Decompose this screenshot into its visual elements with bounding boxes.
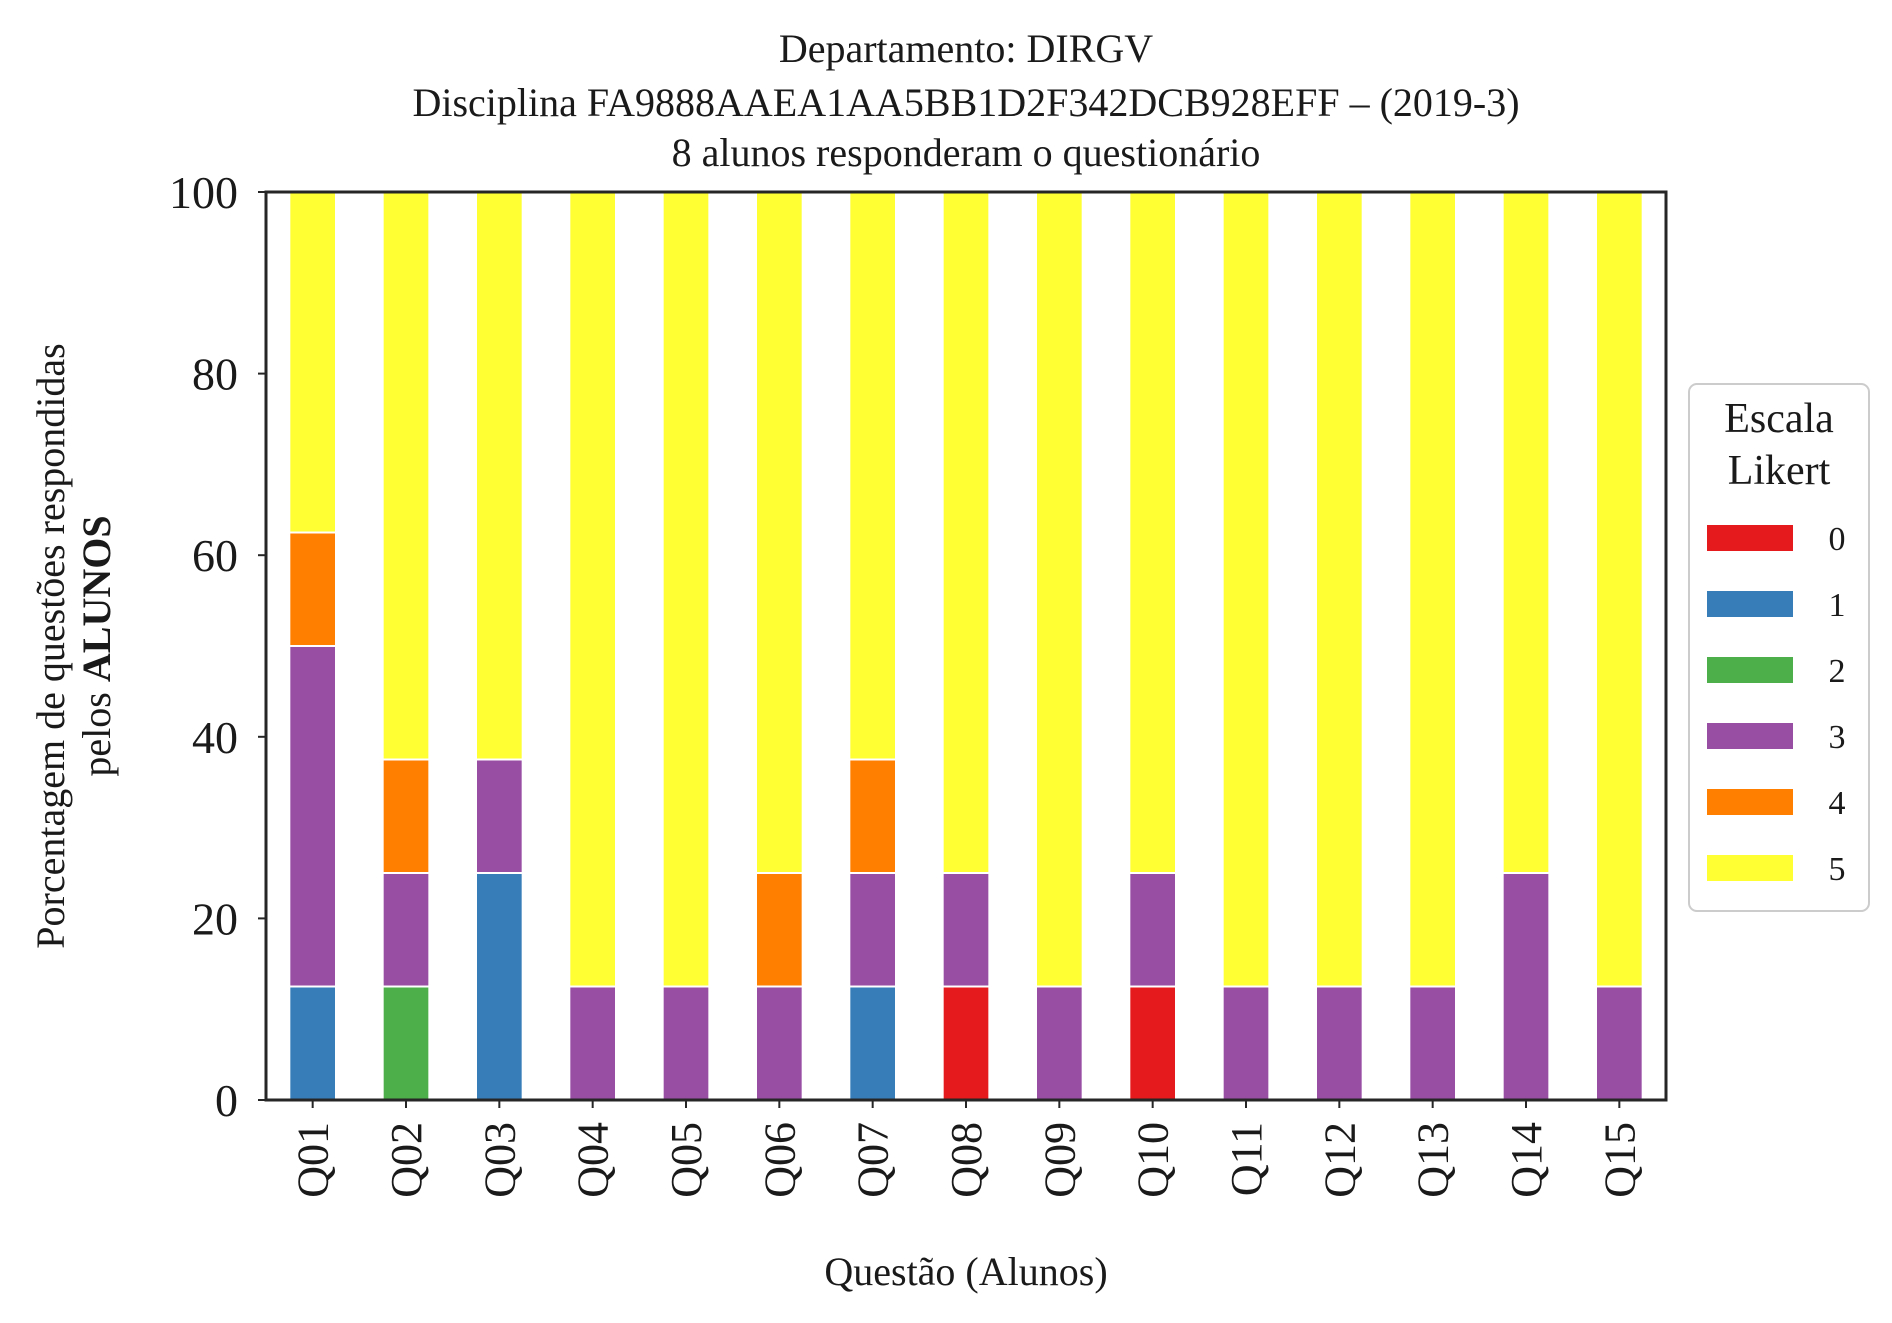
- title-line-2: Disciplina FA9888AAEA1AA5BB1D2F342DCB928…: [412, 80, 1519, 125]
- legend-title-line1: Escala: [1724, 396, 1834, 442]
- x-tick-label: Q06: [755, 1122, 804, 1198]
- bar-q14-likert-5: [1501, 191, 1551, 874]
- bar-q10-likert-3: [1128, 872, 1177, 988]
- bar-q10-likert-0: [1128, 985, 1177, 1101]
- bar-q02-likert-2: [381, 985, 431, 1101]
- legend-label-1: 1: [1829, 587, 1846, 624]
- bar-q04-likert-3: [568, 985, 618, 1101]
- legend-title-line2: Likert: [1728, 448, 1831, 494]
- y-axis-label-line2: pelos ALUNOS: [74, 515, 119, 776]
- x-tick-label: Q15: [1595, 1122, 1644, 1198]
- legend-label-5: 5: [1829, 851, 1846, 888]
- title-line-3: 8 alunos responderam o questionário: [672, 130, 1261, 175]
- legend-label-3: 3: [1829, 719, 1846, 756]
- x-tick-label: Q01: [289, 1122, 338, 1198]
- bar-q04-likert-5: [568, 191, 618, 988]
- bar-q02-likert-3: [381, 872, 431, 988]
- bar-q05-likert-5: [661, 191, 711, 988]
- legend-items: 0 1 2 3 4 5: [1707, 521, 1846, 888]
- y-axis-label-bold: ALUNOS: [74, 515, 119, 682]
- bars: [288, 191, 1644, 1101]
- bar-q09-likert-3: [1035, 985, 1084, 1101]
- x-tick-label: Q11: [1222, 1122, 1271, 1196]
- bar-q01-likert-5: [288, 191, 337, 534]
- legend-label-2: 2: [1829, 653, 1846, 690]
- legend-label-0: 0: [1829, 521, 1846, 558]
- bar-q07-likert-1: [848, 985, 898, 1101]
- bar-q09-likert-5: [1035, 191, 1084, 988]
- bar-q07-likert-4: [848, 758, 898, 874]
- bar-q07-likert-3: [848, 872, 898, 988]
- y-axis-ticks: 0 20 40 60 80 100: [169, 167, 266, 1126]
- bar-q11-likert-3: [1221, 985, 1271, 1101]
- bar-q11-likert-5: [1221, 191, 1271, 988]
- legend-label-4: 4: [1829, 785, 1846, 822]
- bar-q06-likert-4: [755, 872, 804, 988]
- bar-q06-likert-5: [755, 191, 804, 874]
- bar-q10-likert-5: [1128, 191, 1177, 874]
- y-tick-label: 100: [169, 167, 238, 218]
- bar-q01-likert-4: [288, 531, 337, 647]
- chart-title: Departamento: DIRGV Disciplina FA9888AAE…: [412, 26, 1519, 175]
- y-tick-label: 0: [215, 1075, 238, 1126]
- y-axis-label-line1: Porcentagem de questões respondidas: [28, 343, 73, 948]
- x-tick-label: Q02: [382, 1122, 431, 1198]
- legend-swatch-5: [1707, 855, 1793, 881]
- bar-q08-likert-3: [941, 872, 991, 988]
- y-tick-label: 80: [192, 349, 238, 400]
- legend-swatch-3: [1707, 723, 1793, 749]
- y-tick-label: 40: [192, 712, 238, 763]
- bar-q06-likert-3: [755, 985, 804, 1101]
- x-tick-label: Q14: [1502, 1122, 1551, 1198]
- title-line-1: Departamento: DIRGV: [779, 26, 1153, 71]
- legend: Escala Likert 0 1 2 3 4 5: [1688, 383, 1870, 912]
- bar-q15-likert-5: [1595, 191, 1644, 988]
- x-tick-label: Q05: [662, 1122, 711, 1198]
- legend-swatch-1: [1707, 591, 1793, 617]
- bar-q05-likert-3: [661, 985, 711, 1101]
- y-axis-label: Porcentagem de questões respondidas pelo…: [28, 343, 119, 948]
- x-tick-label: Q10: [1129, 1122, 1178, 1198]
- y-tick-label: 60: [192, 530, 238, 581]
- bar-q12-likert-5: [1315, 191, 1364, 988]
- x-tick-label: Q12: [1315, 1122, 1364, 1198]
- bar-q01-likert-3: [288, 645, 337, 988]
- legend-swatch-0: [1707, 525, 1793, 551]
- bar-q02-likert-4: [381, 758, 431, 874]
- bar-q03-likert-1: [475, 872, 524, 1101]
- bar-q13-likert-3: [1408, 985, 1457, 1101]
- x-tick-label: Q09: [1035, 1122, 1084, 1198]
- legend-swatch-2: [1707, 657, 1793, 683]
- x-tick-label: Q07: [849, 1122, 898, 1198]
- bar-q07-likert-5: [848, 191, 898, 761]
- x-axis-label: Questão (Alunos): [824, 1249, 1107, 1294]
- x-tick-label: Q13: [1409, 1122, 1458, 1198]
- x-tick-label: Q03: [475, 1122, 524, 1198]
- y-tick-label: 20: [192, 893, 238, 944]
- bar-q08-likert-5: [941, 191, 991, 874]
- bar-q08-likert-0: [941, 985, 991, 1101]
- bar-q12-likert-3: [1315, 985, 1364, 1101]
- legend-swatch-4: [1707, 789, 1793, 815]
- x-axis-ticks: Q01 Q02 Q03 Q04 Q05 Q06 Q07 Q08 Q09 Q10 Q11 Q12 Q13 Q…: [289, 1100, 1644, 1198]
- bar-q03-likert-3: [475, 758, 524, 874]
- y-axis-label-prefix: pelos: [74, 682, 119, 776]
- bar-q01-likert-1: [288, 985, 337, 1101]
- bar-q14-likert-3: [1501, 872, 1551, 1101]
- bar-q15-likert-3: [1595, 985, 1644, 1101]
- x-tick-label: Q04: [569, 1122, 618, 1198]
- bar-q02-likert-5: [381, 191, 431, 761]
- x-tick-label: Q08: [942, 1122, 991, 1198]
- bar-q03-likert-5: [475, 191, 524, 761]
- legend-frame: [1688, 383, 1870, 912]
- bar-q13-likert-5: [1408, 191, 1457, 988]
